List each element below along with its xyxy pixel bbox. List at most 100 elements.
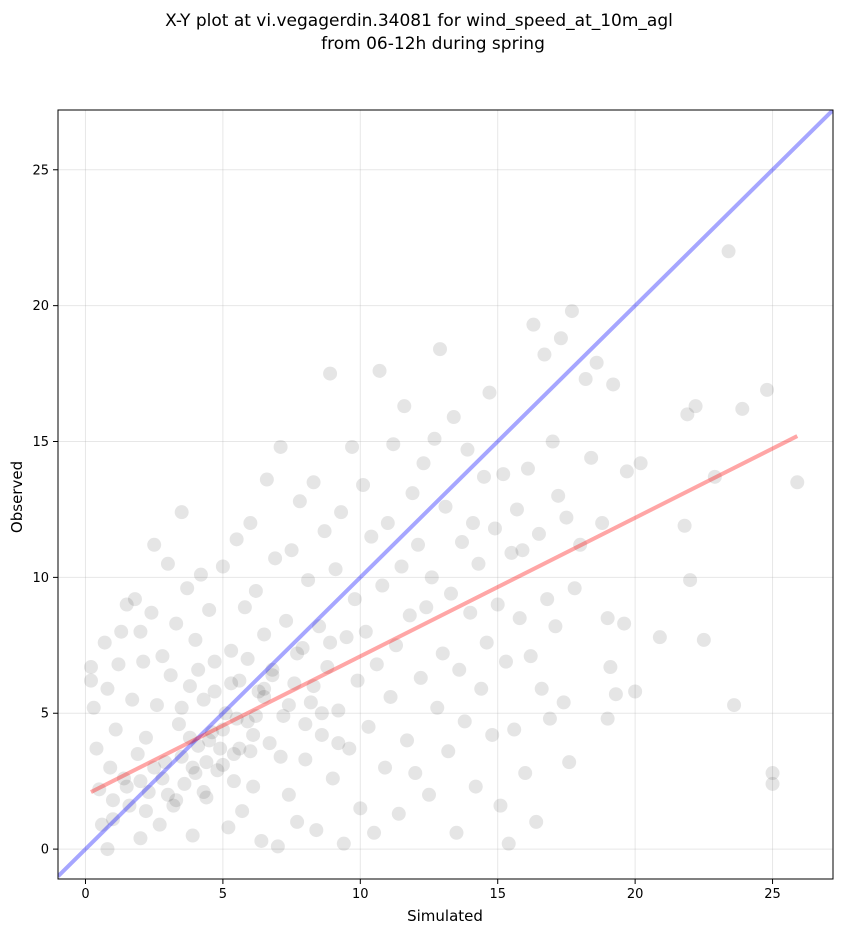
scatter-point: [204, 725, 219, 740]
scatter-point: [476, 469, 491, 484]
scatter-point: [265, 668, 280, 683]
scatter-point: [174, 700, 189, 715]
scatter-point: [688, 399, 703, 414]
scatter-point: [677, 518, 692, 533]
scatter-point: [138, 804, 153, 819]
chart-title-line-1: X-Y plot at vi.vegagerdin.34081 for wind…: [165, 11, 673, 31]
scatter-point: [226, 747, 241, 762]
scatter-point: [119, 597, 134, 612]
scatter-point: [589, 355, 604, 370]
scatter-point: [158, 755, 173, 770]
scatter-point: [100, 681, 115, 696]
scatter-point: [411, 537, 426, 552]
scatter-point: [193, 567, 208, 582]
scatter-point: [680, 407, 695, 422]
scatter-point: [652, 630, 667, 645]
scatter-point: [413, 670, 428, 685]
scatter-point: [471, 556, 486, 571]
scatter-point: [246, 779, 261, 794]
scatter-point: [257, 681, 272, 696]
scatter-point: [251, 684, 266, 699]
scatter-point: [207, 684, 222, 699]
scatter-point: [449, 825, 464, 840]
y-tick-label: 10: [32, 571, 49, 586]
scatter-point: [188, 632, 203, 647]
scatter-point: [248, 708, 263, 723]
scatter-point: [210, 763, 225, 778]
scatter-point: [290, 814, 305, 829]
scatter-point: [125, 692, 140, 707]
scatter-point: [485, 727, 500, 742]
scatter-point: [433, 342, 448, 357]
scatter-point: [83, 660, 98, 675]
scatter-point: [171, 717, 186, 732]
scatter-point: [138, 730, 153, 745]
scatter-point: [174, 749, 189, 764]
scatter-point: [127, 592, 142, 607]
scatter-point: [147, 760, 162, 775]
scatter-point: [306, 679, 321, 694]
scatter-point: [523, 649, 538, 664]
scatter-point: [416, 456, 431, 471]
scatter-point: [265, 662, 280, 677]
scatter-point: [213, 741, 228, 756]
scatter-point: [254, 833, 269, 848]
scatter-point: [155, 649, 170, 664]
scatter-point: [325, 771, 340, 786]
scatter-point: [202, 602, 217, 617]
scatter-point: [696, 632, 711, 647]
scatter-point: [633, 456, 648, 471]
scatter-point: [320, 660, 335, 675]
x-axis-label: Simulated: [407, 907, 483, 925]
scatter-point: [479, 635, 494, 650]
scatter-point: [262, 736, 277, 751]
scatter-point: [235, 804, 250, 819]
scatter-point: [600, 711, 615, 726]
scatter-point: [358, 624, 373, 639]
scatter-point: [133, 774, 148, 789]
scatter-point: [509, 502, 524, 517]
scatter-point: [537, 347, 552, 362]
scatter-point: [229, 711, 244, 726]
scatter-point: [257, 627, 272, 642]
scatter-point: [556, 695, 571, 710]
scatter-point: [199, 755, 214, 770]
scatter-point: [133, 624, 148, 639]
scatter-point: [180, 581, 195, 596]
scatter-point: [567, 581, 582, 596]
scatter-point: [103, 760, 118, 775]
scatter-point: [534, 681, 549, 696]
scatter-point: [136, 654, 151, 669]
scatter-point: [405, 486, 420, 501]
scatter-point: [339, 630, 354, 645]
scatter-point: [765, 776, 780, 791]
scatter-point: [160, 787, 175, 802]
scatter-point: [790, 475, 805, 490]
scatter-point: [232, 741, 247, 756]
scatter-point: [323, 366, 338, 381]
scatter-point: [345, 439, 360, 454]
scatter-point: [531, 526, 546, 541]
y-axis-ticks: 0 5 10 15 20 25: [32, 163, 58, 858]
scatter-point: [92, 782, 107, 797]
scatter-point: [133, 831, 148, 846]
scatter-point: [520, 461, 535, 476]
x-tick-label: 10: [352, 887, 369, 902]
scatter-point: [268, 551, 283, 566]
scatter-point: [237, 600, 252, 615]
scatter-point: [243, 744, 258, 759]
x-tick-label: 15: [489, 887, 506, 902]
scatter-point: [295, 641, 310, 656]
scatter-point: [105, 812, 120, 827]
scatter-point: [443, 586, 458, 601]
scatter-point: [89, 741, 104, 756]
gridlines: [58, 110, 833, 879]
scatter-point: [721, 244, 736, 259]
scatter-point: [141, 785, 156, 800]
scatter-point: [232, 673, 247, 688]
scatter-point: [353, 801, 368, 816]
scatter-point: [356, 477, 371, 492]
scatter-point: [446, 410, 461, 425]
scatter-point: [259, 472, 274, 487]
scatter-point: [545, 434, 560, 449]
